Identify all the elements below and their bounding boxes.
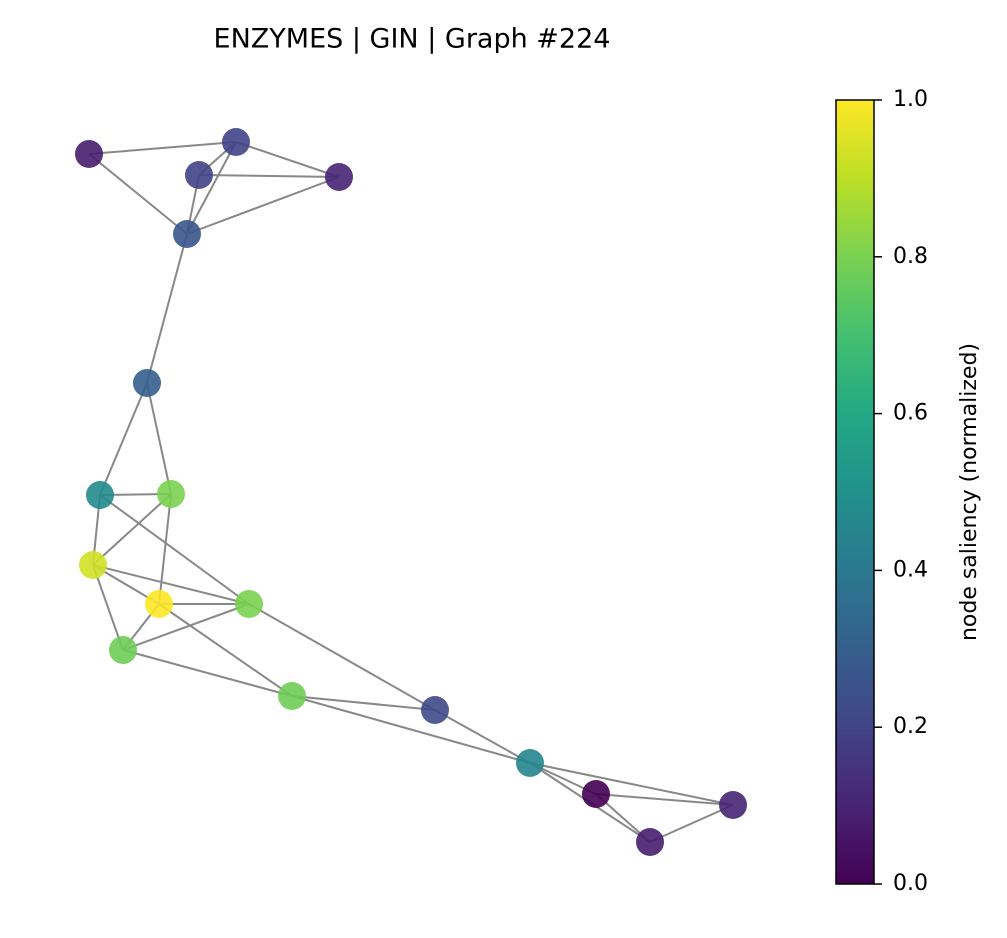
node (173, 220, 201, 248)
edge (146, 233, 188, 384)
edge (198, 174, 340, 178)
edge (529, 762, 734, 806)
chart-title: ENZYMES | GIN | Graph #224 (214, 24, 611, 55)
colorbar-tick-label: 0.0 (893, 871, 928, 896)
node (636, 828, 664, 856)
node (222, 128, 250, 156)
edge (595, 793, 734, 806)
edge (186, 141, 237, 235)
edge (291, 695, 436, 711)
edge (88, 141, 237, 155)
node (278, 682, 306, 710)
edge (291, 695, 531, 764)
edge (158, 603, 293, 697)
node (582, 780, 610, 808)
colorbar-tick-label: 1.0 (893, 87, 928, 112)
node (75, 140, 103, 168)
edge (248, 603, 436, 711)
node (133, 369, 161, 397)
node (719, 791, 747, 819)
node (516, 749, 544, 777)
edge (186, 176, 340, 235)
node (109, 636, 137, 664)
edge (122, 649, 293, 697)
nodes (75, 128, 747, 856)
edge (88, 153, 188, 235)
node (157, 480, 185, 508)
edge (99, 382, 148, 496)
colorbar-tick-label: 0.6 (893, 401, 928, 426)
edge (92, 493, 172, 566)
edge (235, 141, 340, 178)
node (145, 590, 173, 618)
edge (92, 564, 250, 605)
edge (649, 804, 734, 843)
node (421, 696, 449, 724)
node (325, 163, 353, 191)
colorbar-tick-label: 0.4 (893, 557, 928, 582)
edge (146, 382, 172, 495)
colorbar-tick-label: 0.2 (893, 714, 928, 739)
colorbar-label: node saliency (normalized) (957, 343, 982, 641)
edge (122, 603, 250, 651)
node (79, 551, 107, 579)
node (235, 590, 263, 618)
edge (158, 493, 172, 605)
colorbar-tick-label: 0.8 (893, 244, 928, 269)
edge (434, 709, 531, 764)
edge (92, 564, 124, 651)
node (86, 481, 114, 509)
node (185, 161, 213, 189)
colorbar (835, 99, 875, 885)
edge (99, 494, 250, 605)
